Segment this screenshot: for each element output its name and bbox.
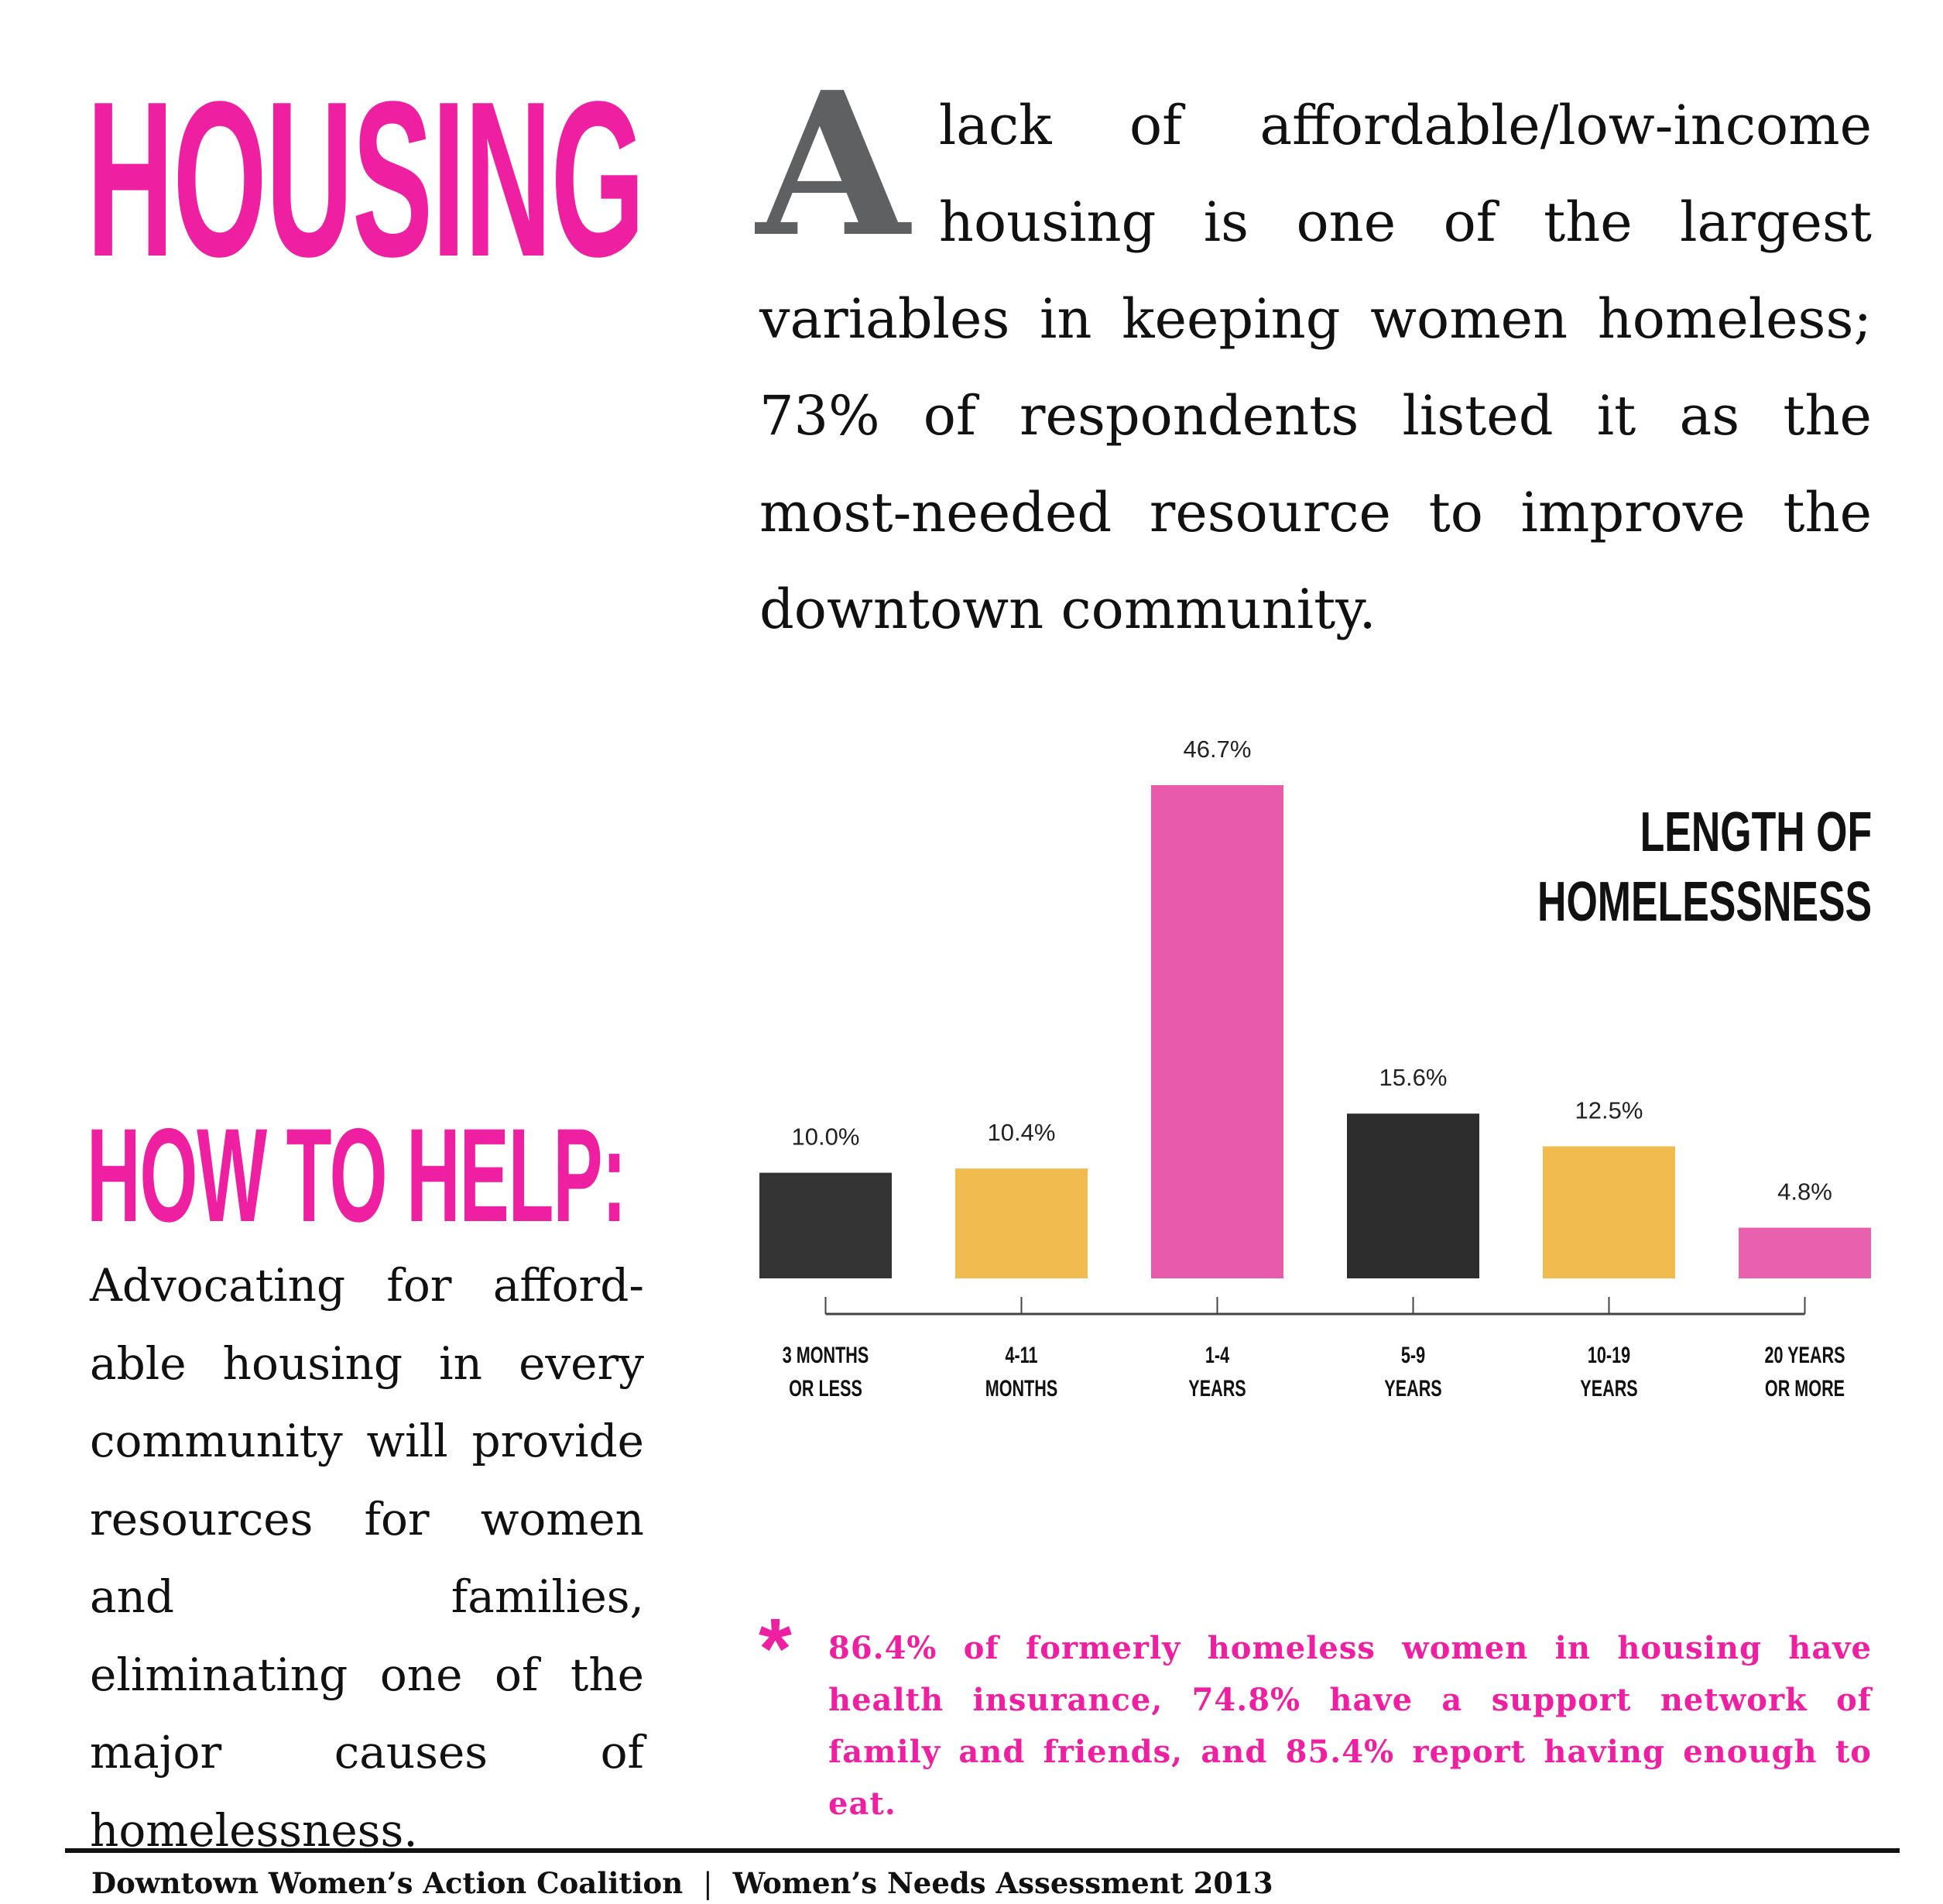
footer-divider bbox=[65, 1848, 1900, 1853]
footnote-text: 86.4% of formerly homeless women in hous… bbox=[828, 1630, 1872, 1822]
bar bbox=[759, 1172, 892, 1278]
x-tick-label: YEARS bbox=[1384, 1374, 1441, 1401]
x-tick-label: YEARS bbox=[1188, 1374, 1246, 1401]
footer-report: Women’s Needs Assessment 2013 bbox=[732, 1866, 1273, 1900]
x-tick-label: 20 YEARS bbox=[1764, 1341, 1845, 1367]
chart-title-line: HOMELESSNESS bbox=[1537, 871, 1872, 933]
footer-separator: | bbox=[703, 1867, 713, 1900]
page-title: HOUSING bbox=[87, 55, 645, 303]
help-heading: HOW TO HELP: bbox=[87, 1101, 627, 1250]
asterisk-icon: * bbox=[759, 1601, 792, 1696]
x-tick-label: 3 MONTHS bbox=[783, 1341, 869, 1367]
bar bbox=[955, 1168, 1088, 1278]
bar-value-label: 4.8% bbox=[1777, 1178, 1832, 1206]
drop-cap: A bbox=[756, 50, 910, 281]
x-tick-label: 1-4 bbox=[1205, 1341, 1230, 1367]
x-tick-label: YEARS bbox=[1580, 1374, 1637, 1401]
footer: Downtown Women’s Action Coalition | Women’… bbox=[91, 1866, 1273, 1900]
intro-text: lack of affordable/low-income housing is… bbox=[759, 94, 1872, 641]
chart-title-line: LENGTH OF bbox=[1640, 801, 1872, 863]
x-tick-label: 4-11 bbox=[1005, 1341, 1037, 1367]
footer-org: Downtown Women’s Action Coalition bbox=[91, 1866, 684, 1900]
x-tick-label: 10-19 bbox=[1588, 1341, 1630, 1367]
bar bbox=[1151, 785, 1283, 1278]
help-paragraph: Advocating for afford-able housing in ev… bbox=[90, 1259, 644, 1857]
bar-value-label: 15.6% bbox=[1379, 1064, 1448, 1091]
bar-value-label: 10.4% bbox=[988, 1119, 1056, 1146]
x-tick-label: OR LESS bbox=[789, 1374, 862, 1401]
bar bbox=[1543, 1146, 1675, 1278]
bar-value-label: 46.7% bbox=[1184, 736, 1252, 763]
bar-value-label: 10.0% bbox=[792, 1124, 860, 1151]
bar bbox=[1739, 1227, 1871, 1278]
bar bbox=[1347, 1113, 1479, 1278]
x-tick-label: 5-9 bbox=[1401, 1341, 1425, 1367]
chart-title: LENGTH OF HOMELESSNESS bbox=[1407, 798, 1872, 937]
bar-value-label: 12.5% bbox=[1575, 1096, 1643, 1124]
x-tick-label: MONTHS bbox=[985, 1374, 1058, 1401]
x-tick-label: OR MORE bbox=[1765, 1374, 1845, 1401]
bar-chart: 10.0% 3 MONTHS OR LESS 10.4% 4-11 MONTHS 46.7%… bbox=[759, 736, 1871, 1401]
